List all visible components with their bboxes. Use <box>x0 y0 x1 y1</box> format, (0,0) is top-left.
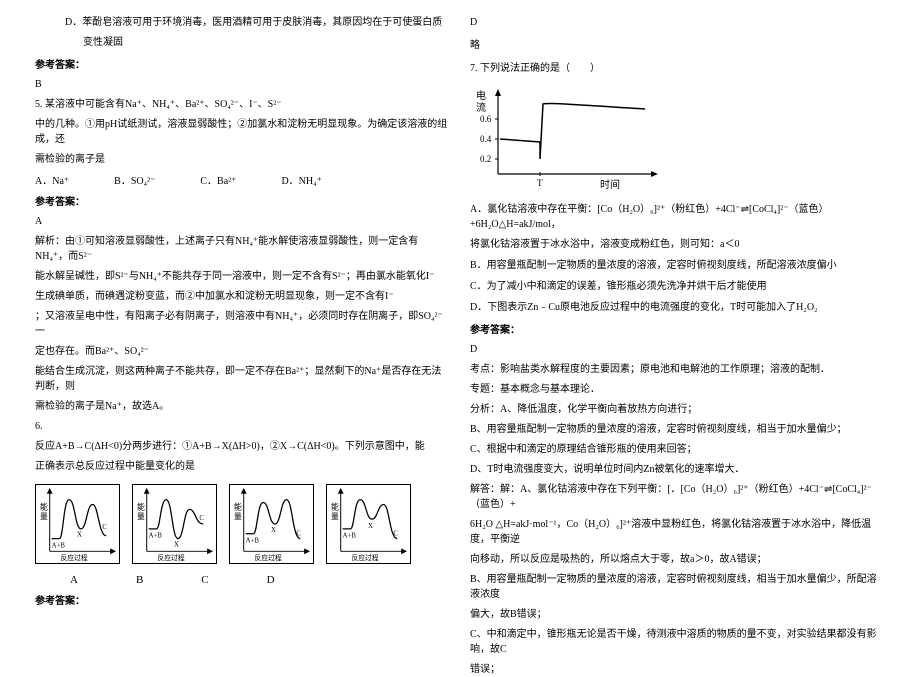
svg-text:A+B: A+B <box>246 538 260 545</box>
chart-a: 能 量 A+B X C 反应过程 <box>35 484 120 564</box>
svg-text:A+B: A+B <box>343 533 357 540</box>
q5-line2: 中的几种。①用pH试纸测试，溶液显弱酸性；②加氯水和淀粉无明显现象。为确定该溶液… <box>35 117 450 147</box>
svg-text:C: C <box>199 515 204 522</box>
svg-text:X: X <box>271 527 276 534</box>
q5-options: A．Na⁺ B．SO₄²⁻ C．Ba²⁺ D．NH₄⁺ <box>35 172 450 187</box>
chart-c: 能 量 A+B X C 反应过程 <box>229 484 314 564</box>
fenxi-a: 分析：A、降低温度，化学平衡向着放热方向进行； <box>470 402 885 417</box>
answer-1: B <box>35 77 450 92</box>
q5-opt-d: D．NH₄⁺ <box>281 172 321 187</box>
svg-text:反应过程: 反应过程 <box>157 553 184 562</box>
svg-text:能: 能 <box>331 501 339 511</box>
q6-stem2: 正确表示总反应过程中能量变化的是 <box>35 459 450 474</box>
current-curve <box>500 103 645 159</box>
q6-num: 6. <box>35 419 450 434</box>
svg-text:X: X <box>368 523 373 530</box>
label-b: B <box>136 574 143 586</box>
svg-text:反应过程: 反应过程 <box>254 553 281 562</box>
jieda-c2: 错误； <box>470 662 885 677</box>
current-time-chart: 电 流 0.2 0.4 0.6 T 时间 <box>470 84 670 194</box>
answer-header-1: 参考答案： <box>35 56 450 71</box>
exp7: 需检验的离子是Na⁺，故选A。 <box>35 399 450 414</box>
answer-header-4: 参考答案： <box>470 321 885 336</box>
q7-opt-b: B．用容量瓶配制一定物质的量浓度的溶液，定容时俯视刻度线，所配溶液浓度偏小 <box>470 258 885 273</box>
jieda-a: 解答：解：A、氯化钴溶液中存在下列平衡：[．[Co（H₂O）₆]²⁺（粉红色）+… <box>470 482 885 512</box>
chart-ylabel: 电 <box>476 89 486 102</box>
answer-3: D <box>470 15 885 30</box>
exp4: ；又溶液呈电中性，有阳离子必有阴离子，则溶液中有NH₄⁺，必须同时存在阴离子，即… <box>35 309 450 339</box>
answer-4: D <box>470 342 885 357</box>
answer-header-2: 参考答案： <box>35 193 450 208</box>
jieda-a3: 向移动，所以反应是吸热的，所以熔点大于零，故a＞0，故A错误； <box>470 552 885 567</box>
q5-opt-a: A．Na⁺ <box>35 172 69 187</box>
ylabel-a: 能 <box>40 501 48 511</box>
ytick-02: 0.2 <box>480 154 491 164</box>
label-c: C <box>201 574 208 586</box>
fenxi-d: D、T时电流强度变大，说明单位时间内Zn被氧化的速率增大． <box>470 462 885 477</box>
svg-text:A+B: A+B <box>149 533 163 540</box>
svg-text:能: 能 <box>234 501 242 511</box>
chart-b: 能 量 A+B X C 反应过程 <box>132 484 217 564</box>
answer-3-text: 略 <box>470 38 885 53</box>
left-column: D．苯酚皂溶液可用于环境消毒，医用酒精可用于皮肤消毒，其原因均在于可使蛋白质 变… <box>25 15 460 636</box>
chart-d: 能 量 A+B X C 反应过程 <box>326 484 411 564</box>
exp2: 能水解呈碱性，即S²⁻与NH₄⁺不能共存于同一溶液中，则一定不含有S²⁻；再由氯… <box>35 269 450 284</box>
option-d-line2: 变性凝固 <box>35 35 450 50</box>
chart-xlabel: 时间 <box>600 178 620 191</box>
svg-text:C: C <box>102 524 107 531</box>
fenxi-b: B、用容量瓶配制一定物质的量浓度的溶液，定容时俯视刻度线，相当于加水量偏少； <box>470 422 885 437</box>
svg-text:量: 量 <box>331 512 339 521</box>
svg-text:C: C <box>296 531 301 538</box>
svg-text:反应过程: 反应过程 <box>351 553 378 562</box>
q7-opt-c: C．为了减小中和滴定的误差，锥形瓶必须先洗净并烘干后才能使用 <box>470 279 885 294</box>
exp6: 能结合生成沉淀，则这两种离子不能共存，即一定不存在Ba²⁺；显然剩下的Na⁺是否… <box>35 364 450 394</box>
q5-opt-c: C．Ba²⁺ <box>200 172 236 187</box>
ytick-04: 0.4 <box>480 134 492 144</box>
fenxi-c: C、根据中和滴定的原理结合锥形瓶的使用来回答； <box>470 442 885 457</box>
energy-charts: 能 量 A+B X C 反应过程 能 量 A <box>35 484 450 564</box>
svg-text:量: 量 <box>40 512 48 521</box>
q7-opt-a: A．氯化钴溶液中存在平衡：[Co（H₂O）₆]²⁺（粉红色）+4Cl⁻⇌[CoC… <box>470 202 885 232</box>
right-column: D 略 7. 下列说法正确的是（ ） 电 流 0.2 0.4 0.6 T 时间 … <box>460 15 895 636</box>
svg-text:A+B: A+B <box>52 542 66 549</box>
kaodian: 考点：影响盐类水解程度的主要因素；原电池和电解池的工作原理；溶液的配制． <box>470 362 885 377</box>
jieda-b2: 偏大，故B错误； <box>470 607 885 622</box>
jieda-b: B、用容量瓶配制一定物质的量浓度的溶液，定容时俯视刻度线，相当于加水量偏少，所配… <box>470 572 885 602</box>
svg-text:C: C <box>393 531 398 538</box>
jieda-c: C、中和滴定中，锥形瓶无论是否干燥，待测液中溶质的物质的量不变，对实验结果都没有… <box>470 627 885 657</box>
q7-stem: 7. 下列说法正确的是（ ） <box>470 61 885 76</box>
label-a: A <box>70 574 78 586</box>
exp3: 生成碘单质，而碘遇淀粉变蓝，而②中加氯水和淀粉无明显现象，则一定不含有I⁻ <box>35 289 450 304</box>
svg-text:量: 量 <box>234 512 242 521</box>
q5-opt-b: B．SO₄²⁻ <box>114 172 155 187</box>
jieda-a2: 6H₂O △H=akJ·mol⁻¹，Co（H₂O）₆]²⁺溶液中显粉红色，将氯化… <box>470 517 885 547</box>
zhuanti: 专题：基本概念与基本理论． <box>470 382 885 397</box>
svg-text:X: X <box>174 541 179 548</box>
answer-2: A <box>35 214 450 229</box>
label-d: D <box>267 574 275 586</box>
q5-stem: 5. 某溶液中可能含有Na⁺、NH₄⁺、Ba²⁺、SO₄²⁻、I⁻、S²⁻ <box>35 97 450 112</box>
ytick-06: 0.6 <box>480 114 492 124</box>
q7-opt-d: D．下图表示Zn﹣Cu原电池反应过程中的电流强度的变化，T时可能加入了H₂O₂ <box>470 300 885 315</box>
chart-option-labels: A B C D <box>35 574 450 586</box>
q6-stem: 反应A+B→C(ΔH<0)分两步进行：①A+B→X(ΔH>0)，②X→C(ΔH<… <box>35 439 450 454</box>
svg-text:X: X <box>77 532 82 539</box>
exp5: 定也存在。而Ba²⁺、SO₄²⁻ <box>35 344 450 359</box>
answer-header-3: 参考答案： <box>35 592 450 607</box>
exp1: 解析：由①可知溶液显弱酸性，上述离子只有NH₄⁺能水解使溶液显弱酸性，则一定含有… <box>35 234 450 264</box>
svg-text:量: 量 <box>137 512 145 521</box>
q5-line3: 需检验的离子是 <box>35 152 450 167</box>
svg-text:流: 流 <box>476 101 486 114</box>
q7-opt-a2: 将氯化钴溶液置于冰水浴中，溶液变成粉红色，则可知：a＜0 <box>470 237 885 252</box>
option-d-line1: D．苯酚皂溶液可用于环境消毒，医用酒精可用于皮肤消毒，其原因均在于可使蛋白质 <box>35 15 450 30</box>
xtick-t: T <box>537 178 543 188</box>
svg-text:能: 能 <box>137 501 145 511</box>
svg-text:反应过程: 反应过程 <box>60 553 87 562</box>
